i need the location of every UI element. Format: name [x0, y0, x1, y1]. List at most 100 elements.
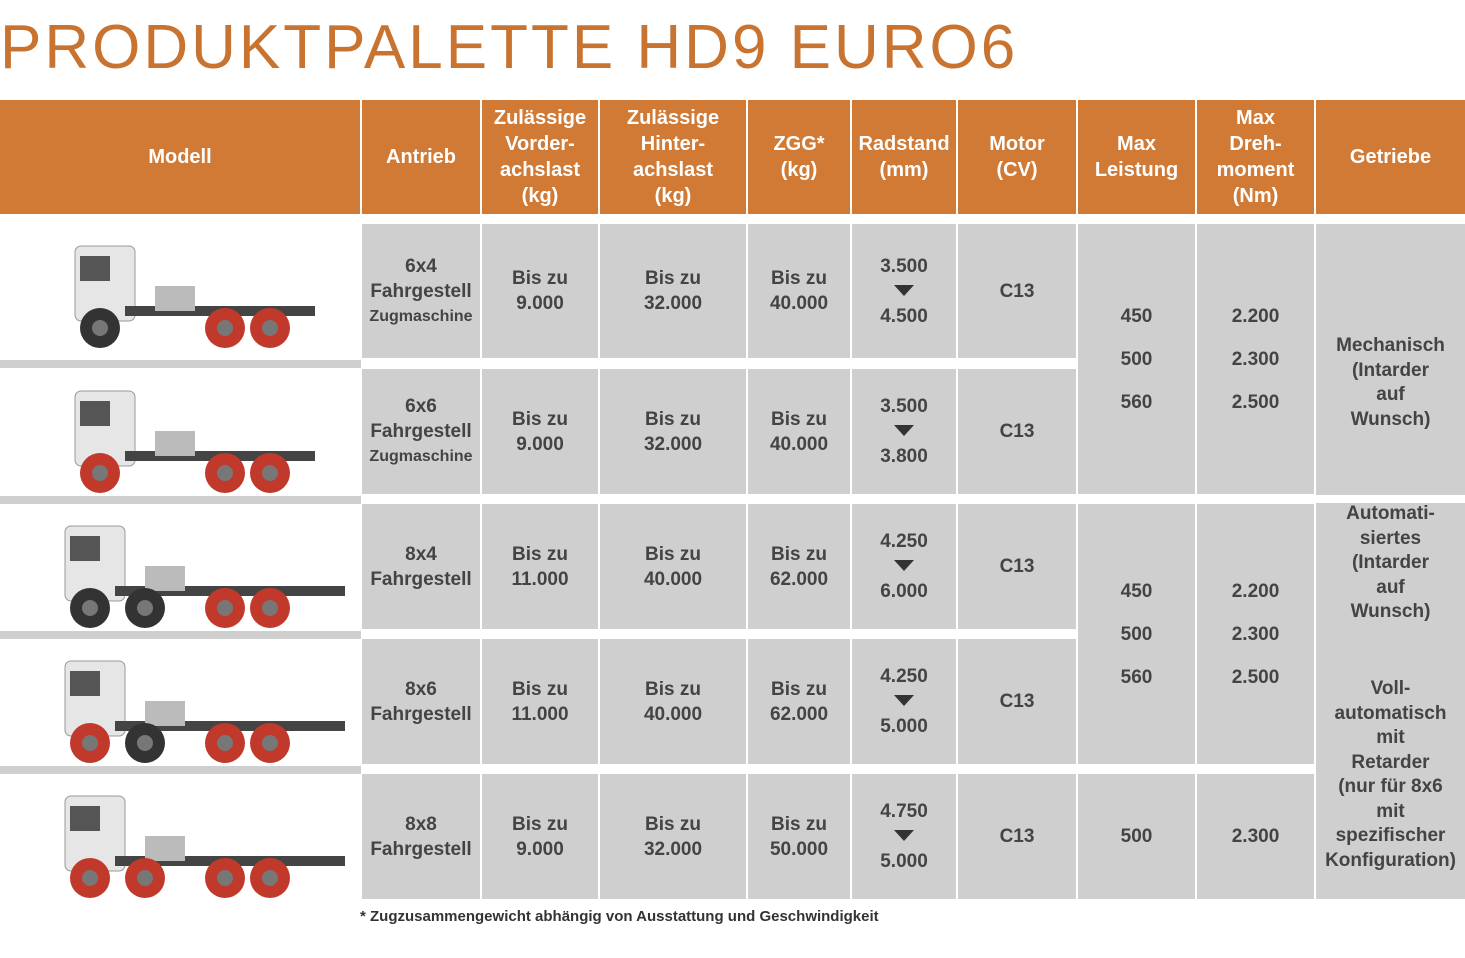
truck-part [155, 431, 195, 456]
text-line: Bis zu [645, 678, 701, 700]
cell-radstand: 3.500 3.800 [852, 369, 956, 494]
text-line: automatisch [1334, 702, 1447, 724]
truck-part [262, 870, 278, 886]
truck-part [155, 286, 195, 311]
row-separator [0, 631, 361, 639]
text-line: ZGG* [773, 133, 825, 155]
text-line: Wunsch) [1350, 601, 1431, 622]
text-line: 8x4 [405, 543, 437, 565]
text-line: Radstand [858, 133, 950, 155]
text-line: 6.000 [880, 581, 928, 602]
truck-part [82, 735, 98, 751]
text-line: Max [1117, 133, 1156, 155]
text-line: Zugmaschine [369, 448, 473, 465]
text-line: 4.250 [880, 666, 928, 687]
text-line: Bis zu [512, 543, 568, 565]
text-line: Bis zu [771, 678, 827, 700]
text-line: Zulässige [626, 107, 720, 129]
cell-hinterachslast: Bis zu 32.000 [600, 224, 746, 358]
cell-antrieb: 8x4 Fahrgestell [362, 504, 480, 629]
text-line: 4.750 [880, 801, 928, 822]
truck-part [70, 806, 100, 831]
text-line: 32.000 [643, 433, 703, 455]
text-line: C13 [999, 691, 1035, 712]
text-line: Leistung [1094, 159, 1179, 181]
text-line: Antrieb [386, 146, 456, 168]
text-line: 500 [1120, 623, 1153, 645]
cell-hinterachslast: Bis zu 32.000 [600, 774, 746, 899]
truck-image [64, 660, 345, 763]
header-cell: Antrieb [362, 100, 480, 214]
text-line: Automati- [1346, 503, 1435, 524]
truck-part [92, 320, 108, 336]
truck-part [145, 836, 185, 861]
cell-vorderachslast: Bis zu 9.000 [482, 224, 598, 358]
text-line: Modell [148, 146, 212, 168]
cell-leistung: 450 500 560 [1078, 504, 1195, 764]
text-line: Hinter- [640, 133, 706, 155]
text-line: Retarder [1351, 751, 1430, 773]
header-cell: Max Dreh-moment (Nm) [1197, 100, 1314, 214]
truck-part [82, 600, 98, 616]
truck-part [137, 600, 153, 616]
text-line: 2.300 [1231, 826, 1280, 847]
truck-part [82, 870, 98, 886]
text-line: Bis zu [771, 268, 827, 289]
cell-vorderachslast: Bis zu 9.000 [482, 369, 598, 494]
arrow-icon [894, 695, 914, 706]
text-line: achslast [632, 159, 714, 181]
text-line: 32.000 [643, 838, 703, 860]
cell-drehmoment: 2.200 2.300 2.500 [1197, 504, 1314, 764]
truck-part [217, 735, 233, 751]
arrow-icon [894, 425, 914, 436]
truck-part [137, 735, 153, 751]
arrow-icon [894, 560, 914, 571]
cell-zgg: Bis zu 62.000 [748, 639, 850, 764]
row-separator [0, 766, 361, 774]
getriebe-cell [1316, 224, 1465, 899]
text-line: 450 [1120, 580, 1153, 602]
text-line: Fahrgestell [370, 838, 472, 860]
text-line: Fahrgestell [370, 703, 472, 725]
text-line: Fahrgestell [370, 568, 472, 590]
cell-vorderachslast: Bis zu 9.000 [482, 774, 598, 899]
text-line: 560 [1120, 391, 1153, 413]
text-line: 40.000 [643, 703, 703, 725]
text-line: mit [1376, 800, 1405, 822]
text-line: 500 [1120, 826, 1153, 847]
text-line: Bis zu [512, 813, 568, 835]
text-line: 3.800 [880, 446, 928, 467]
text-line: 4.250 [880, 531, 928, 552]
text-line: 4.500 [880, 305, 928, 327]
text-line: C13 [999, 280, 1035, 302]
text-line: 50.000 [769, 838, 829, 860]
text-line: C13 [999, 421, 1035, 442]
truck-part [262, 600, 278, 616]
text-line: 9.000 [516, 838, 564, 860]
truck-part [217, 465, 233, 481]
truck-part [80, 401, 110, 426]
text-line: 3.500 [880, 255, 928, 277]
text-line: 2.200 [1231, 305, 1280, 327]
cell-motor: C13 [958, 504, 1076, 629]
text-line: (mm) [879, 159, 929, 181]
text-line: Bis zu [771, 543, 827, 565]
getriebe-text: Mechanisch (Intarder auf Wunsch) [1316, 334, 1465, 432]
text-line: 40.000 [643, 568, 703, 590]
text-line: moment [1216, 159, 1295, 181]
cell-zgg: Bis zu 40.000 [748, 224, 850, 358]
cell-motor: C13 [958, 369, 1076, 494]
text-line: Wunsch) [1350, 408, 1431, 430]
text-line: Bis zu [771, 813, 827, 835]
text-line: spezifischer [1335, 825, 1446, 846]
header-cell: Motor (CV) [958, 100, 1076, 214]
arrow-icon [894, 284, 914, 296]
text-line: Vorder- [505, 133, 575, 155]
truck-image [64, 795, 345, 898]
text-line: Fahrgestell [370, 280, 472, 302]
text-line: 450 [1120, 305, 1153, 327]
cell-motor: C13 [958, 224, 1076, 358]
truck-image [74, 390, 315, 493]
getriebe-text: Automati-siertes (Intarder auf Wunsch) [1316, 502, 1465, 625]
